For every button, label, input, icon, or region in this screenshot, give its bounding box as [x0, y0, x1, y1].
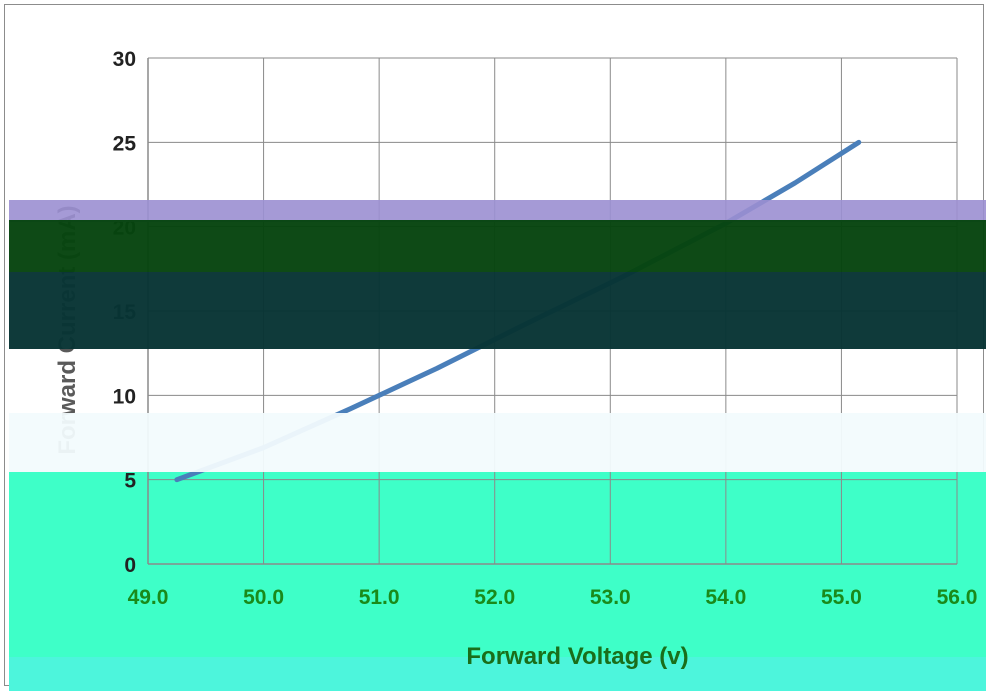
- y-tick-label: 0: [124, 554, 136, 577]
- band-dark-teal: [9, 272, 986, 349]
- band-dark-green: [9, 220, 986, 272]
- x-tick-label: 51.0: [359, 586, 400, 609]
- y-tick-label: 25: [113, 132, 137, 155]
- x-tick-label: 55.0: [821, 586, 862, 609]
- x-tick-label: 53.0: [590, 586, 631, 609]
- x-tick-label: 54.0: [705, 586, 746, 609]
- y-tick-label: 10: [113, 385, 136, 408]
- band-light: [9, 413, 986, 472]
- forward-voltage-current-chart: 05101520253049.050.051.052.053.054.055.0…: [9, 48, 986, 691]
- y-tick-label: 5: [124, 470, 136, 493]
- chart-frame: 05101520253049.050.051.052.053.054.055.0…: [4, 4, 986, 691]
- band-mint-bottom: [9, 657, 986, 691]
- x-tick-label: 49.0: [128, 586, 169, 609]
- x-tick-label: 56.0: [937, 586, 978, 609]
- band-mint: [9, 472, 986, 691]
- x-tick-label: 50.0: [243, 586, 284, 609]
- band-purple: [9, 200, 986, 222]
- x-axis-title: Forward Voltage (v): [466, 643, 688, 670]
- x-tick-label: 52.0: [474, 586, 515, 609]
- y-tick-label: 30: [113, 48, 136, 71]
